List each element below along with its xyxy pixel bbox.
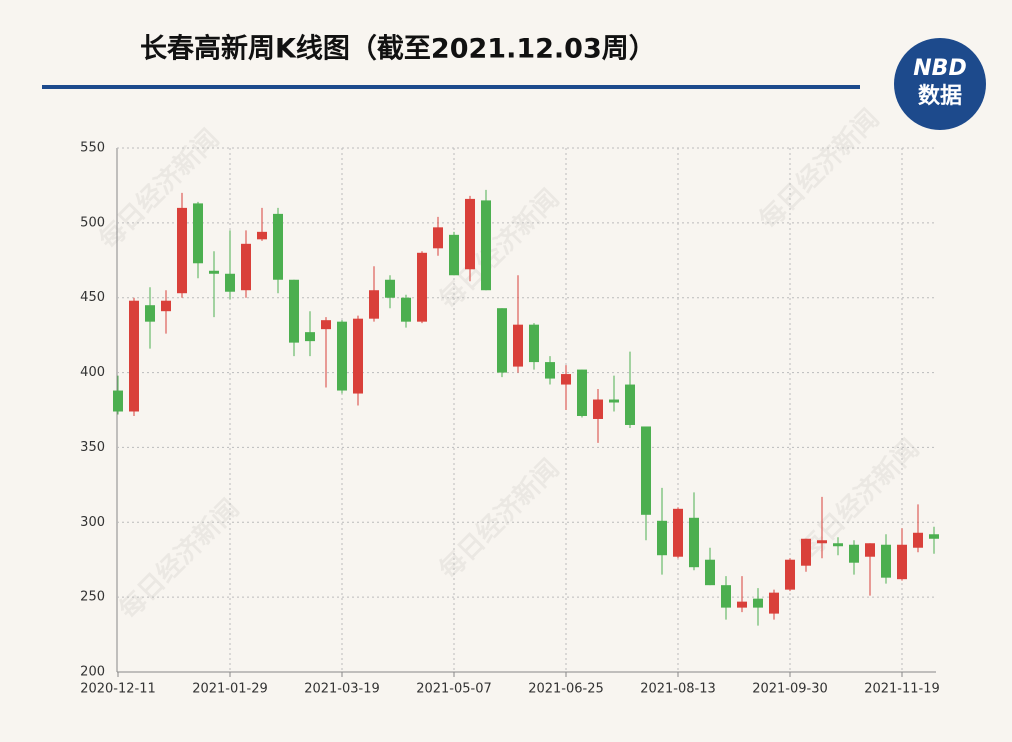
watermark: 每日经济新闻 bbox=[433, 453, 565, 585]
candle-body bbox=[417, 252, 427, 322]
watermark: 每日经济新闻 bbox=[753, 103, 885, 235]
candle-body bbox=[817, 540, 827, 544]
candle-body bbox=[449, 234, 459, 276]
y-tick-label: 450 bbox=[80, 290, 105, 305]
y-tick-label: 200 bbox=[80, 665, 105, 680]
candle-body bbox=[129, 300, 139, 412]
candle-body bbox=[689, 517, 699, 568]
x-tick-label: 2021-06-25 bbox=[528, 682, 604, 697]
candle-body bbox=[609, 399, 619, 403]
candle-body bbox=[257, 231, 267, 240]
candle-body bbox=[929, 534, 939, 539]
candle-body bbox=[305, 332, 315, 342]
candle-body bbox=[385, 279, 395, 298]
candle-body bbox=[833, 543, 843, 547]
candle-body bbox=[193, 203, 203, 264]
x-tick-label: 2021-01-29 bbox=[192, 682, 268, 697]
candle-body bbox=[353, 318, 363, 394]
y-tick-label: 250 bbox=[80, 590, 105, 605]
candle-body bbox=[913, 532, 923, 548]
chart-title: 长春高新周K线图（截至2021.12.03周） bbox=[140, 33, 656, 65]
candle-body bbox=[705, 559, 715, 586]
candle-body bbox=[625, 384, 635, 425]
logo-bottom: 数据 bbox=[918, 83, 962, 109]
y-tick-label: 350 bbox=[80, 440, 105, 455]
x-tick-label: 2021-03-19 bbox=[304, 682, 380, 697]
candle-body bbox=[177, 207, 187, 294]
candle-body bbox=[369, 290, 379, 319]
x-tick-label: 2020-12-11 bbox=[80, 682, 156, 697]
candle-body bbox=[145, 305, 155, 322]
candle-body bbox=[113, 390, 123, 412]
watermark: 每日经济新闻 bbox=[113, 493, 245, 625]
candle-body bbox=[849, 544, 859, 563]
candle-body bbox=[497, 308, 507, 373]
candle-body bbox=[737, 601, 747, 608]
x-tick-label: 2021-09-30 bbox=[752, 682, 828, 697]
title-rule bbox=[42, 85, 860, 89]
candle-body bbox=[865, 543, 875, 557]
candle-body bbox=[577, 369, 587, 416]
watermark: 每日经济新闻 bbox=[93, 123, 225, 255]
candle-body bbox=[881, 544, 891, 578]
candle-body bbox=[289, 279, 299, 343]
candle-body bbox=[529, 324, 539, 363]
logo-circle bbox=[894, 38, 986, 130]
candle-body bbox=[273, 213, 283, 280]
candle-body bbox=[513, 324, 523, 367]
candle-body bbox=[545, 362, 555, 379]
candle-body bbox=[401, 297, 411, 322]
candle-body bbox=[561, 374, 571, 385]
candle-body bbox=[657, 520, 667, 556]
candle-body bbox=[481, 200, 491, 291]
candle-body bbox=[897, 544, 907, 580]
y-tick-label: 300 bbox=[80, 515, 105, 530]
candle-body bbox=[673, 508, 683, 557]
x-tick-label: 2021-11-19 bbox=[864, 682, 940, 697]
candle-body bbox=[209, 270, 219, 274]
candle-body bbox=[241, 243, 251, 291]
y-tick-label: 400 bbox=[80, 365, 105, 380]
candle-body bbox=[769, 592, 779, 614]
x-tick-label: 2021-05-07 bbox=[416, 682, 492, 697]
candle-body bbox=[465, 198, 475, 270]
candle-body bbox=[433, 227, 443, 249]
candle-body bbox=[753, 598, 763, 608]
candle-body bbox=[801, 538, 811, 566]
candle-body bbox=[225, 273, 235, 292]
y-tick-label: 550 bbox=[80, 141, 105, 156]
y-tick-label: 500 bbox=[80, 215, 105, 230]
candle-body bbox=[337, 321, 347, 391]
candle-body bbox=[161, 300, 171, 312]
candle-body bbox=[785, 559, 795, 590]
candle-body bbox=[641, 426, 651, 515]
x-tick-label: 2021-08-13 bbox=[640, 682, 716, 697]
candle-body bbox=[593, 399, 603, 419]
candle-body bbox=[321, 320, 331, 330]
logo-top: NBD bbox=[913, 56, 966, 81]
candle-body bbox=[721, 585, 731, 608]
